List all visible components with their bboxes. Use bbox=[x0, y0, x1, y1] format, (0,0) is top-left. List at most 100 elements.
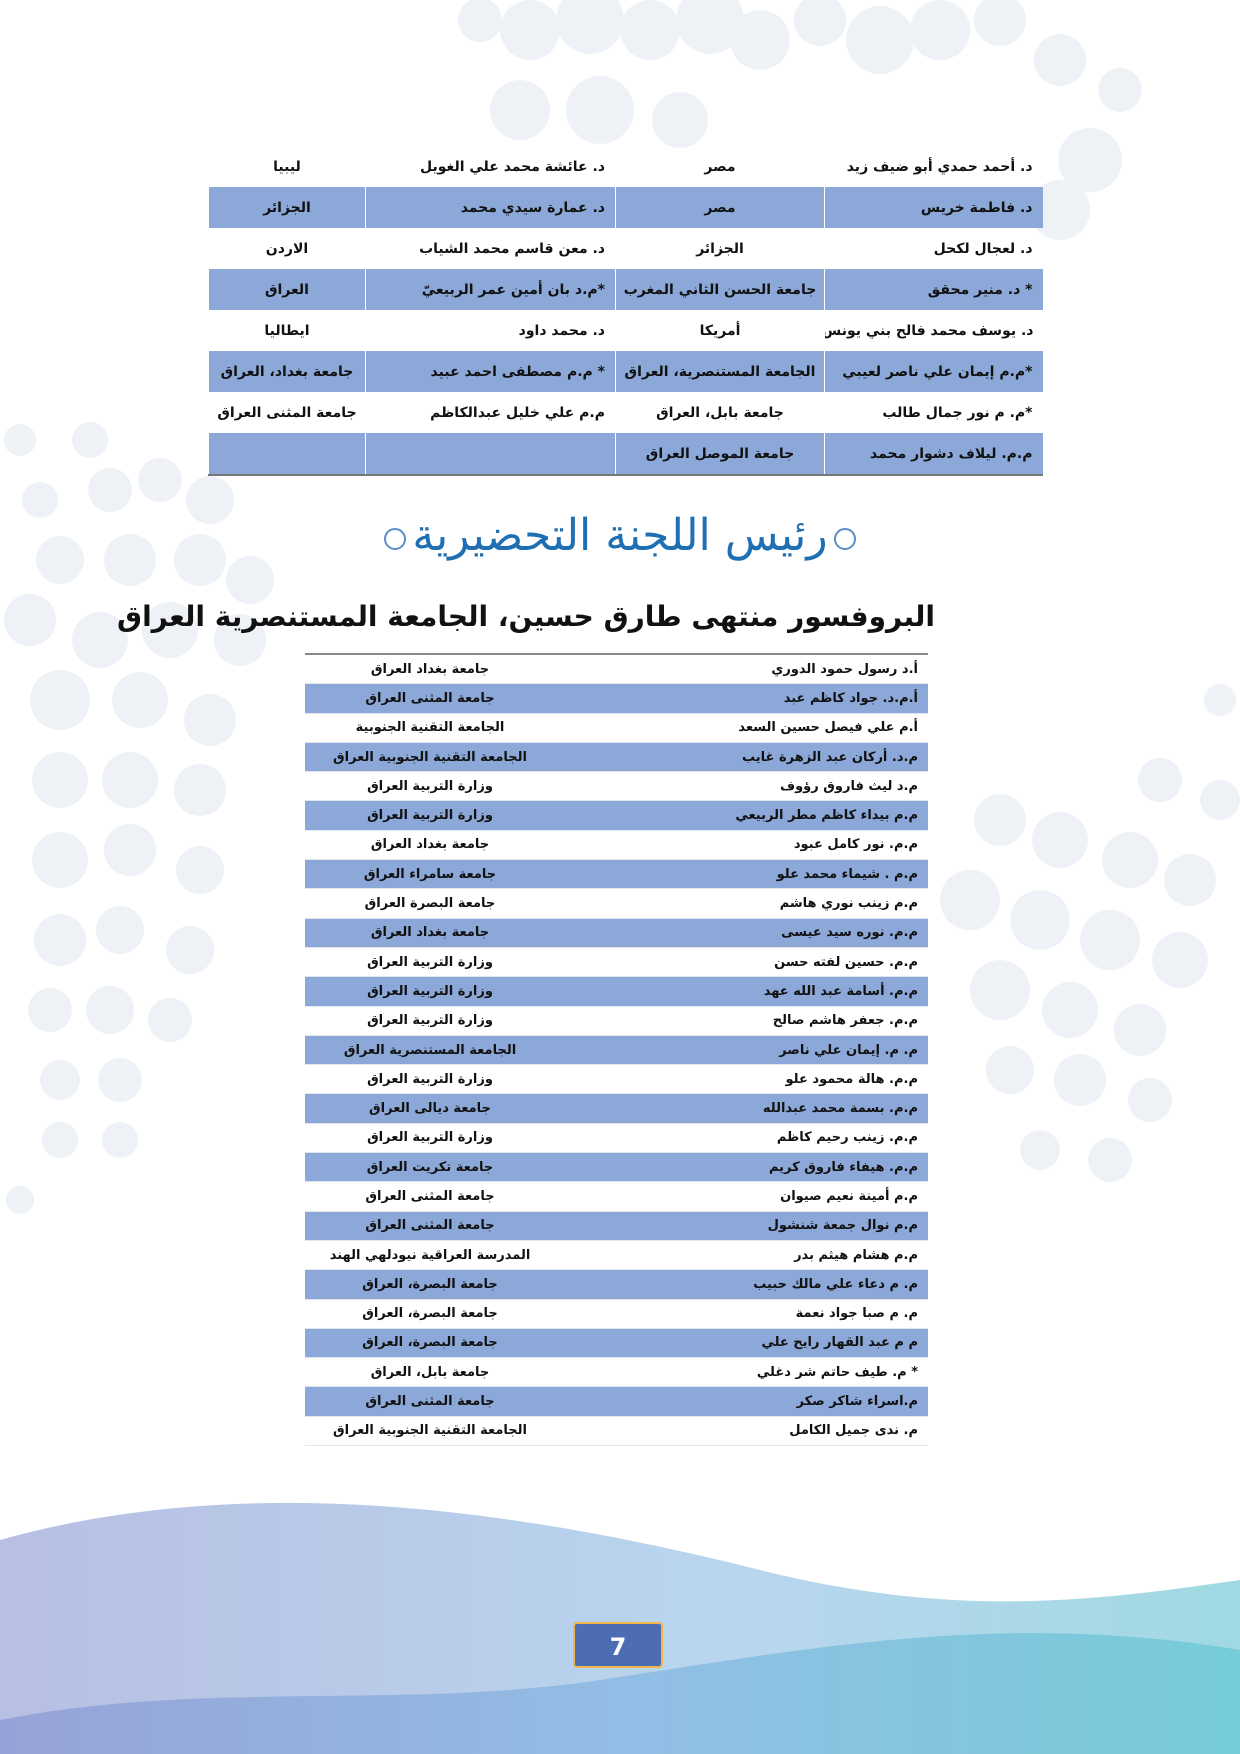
background-dot bbox=[974, 794, 1026, 846]
table-row: م.م. هالة محمود علو وزارة التربية العراق bbox=[305, 1064, 928, 1095]
table-row: م م عبد القهار رايح علي جامعة البصرة، الع… bbox=[305, 1328, 928, 1359]
background-dot bbox=[176, 846, 224, 894]
background-dot bbox=[846, 6, 914, 74]
background-dot bbox=[620, 0, 680, 60]
section-title: رئيس اللجنة التحضيرية bbox=[0, 510, 1240, 561]
background-dot bbox=[500, 0, 560, 60]
table-row: م. م صبا جواد نعمة جامعة البصرة، العراق bbox=[305, 1299, 928, 1329]
member-name: م. م. إيمان علي ناصر bbox=[555, 1035, 928, 1066]
member-name: د. محمد داود bbox=[365, 310, 616, 351]
page-number: 7 bbox=[573, 1622, 663, 1668]
member-affiliation: جامعة البصرة، العراق bbox=[305, 1269, 555, 1300]
seal-icon bbox=[384, 527, 407, 550]
member-name: *م.م إيمان علي ناصر لعيبي bbox=[824, 351, 1043, 392]
table-row: م.م. نوره سيد عيسى جامعة بغداد العراق bbox=[305, 918, 928, 948]
table-row: أ.د رسول حمود الدوري جامعة بغداد العراق bbox=[305, 654, 928, 685]
background-dot bbox=[1020, 1130, 1060, 1170]
member-affiliation: العراق bbox=[208, 269, 366, 310]
member-name: * م.م مصطفى احمد عبيد bbox=[365, 351, 616, 392]
table-row: م.م. حسين لفته حسن وزارة التربية العراق bbox=[305, 947, 928, 978]
member-affiliation: الجامعة المستنصرية العراق bbox=[305, 1035, 555, 1066]
table-row: م. ندى جميل الكامل الجامعة التقنية الجنوب… bbox=[305, 1416, 928, 1447]
member-affiliation: وزارة التربية العراق bbox=[305, 771, 555, 802]
background-dot bbox=[730, 10, 790, 70]
table-row: م.م زينب نوري هاشم جامعة البصرة العراق bbox=[305, 888, 928, 919]
section-title-text: رئيس اللجنة التحضيرية bbox=[412, 510, 828, 561]
background-dot bbox=[1102, 832, 1158, 888]
background-dot bbox=[970, 960, 1030, 1020]
member-name: د. أحمد حمدي أبو ضيف زيد bbox=[824, 146, 1043, 187]
background-dot bbox=[148, 998, 192, 1042]
preparatory-committee-table: أ.د رسول حمود الدوري جامعة بغداد العراق أ.… bbox=[305, 653, 928, 1447]
background-dot bbox=[490, 80, 550, 140]
background-dot bbox=[940, 870, 1000, 930]
background-dot bbox=[214, 614, 266, 666]
background-dot bbox=[36, 536, 84, 584]
background-dot bbox=[174, 764, 226, 816]
background-dot bbox=[30, 670, 90, 730]
background-dot bbox=[986, 1046, 1034, 1094]
table-row: م.م. نور كامل عبود جامعة بغداد العراق bbox=[305, 830, 928, 861]
background-dot bbox=[138, 458, 182, 502]
member-name: م. م صبا جواد نعمة bbox=[555, 1299, 928, 1329]
member-affiliation: الجامعة التقنية الجنوبية العراق bbox=[305, 742, 555, 773]
background-dot bbox=[1200, 780, 1240, 820]
member-affiliation: ليبيا bbox=[208, 146, 366, 187]
member-name: د. يوسف محمد فالح بني يونس bbox=[824, 310, 1043, 351]
member-affiliation: جامعة ديالى العراق bbox=[305, 1093, 555, 1124]
member-affiliation: وزارة التربية العراق bbox=[305, 1123, 555, 1154]
member-name: م.م. ليلاف دشوار محمد bbox=[824, 433, 1043, 475]
table-row: م.اسراء شاكر صكر جامعة المثنى العراق bbox=[305, 1386, 928, 1417]
member-affiliation: جامعة البصرة، العراق bbox=[305, 1328, 555, 1359]
background-dot bbox=[102, 1122, 138, 1158]
member-name: د. عمارة سيدي محمد bbox=[365, 187, 616, 228]
member-affiliation: وزارة التربية العراق bbox=[305, 1064, 555, 1095]
member-name: م.م. هيفاء فاروق كريم bbox=[555, 1152, 928, 1183]
member-affiliation: الجامعة التقنية الجنوبية العراق bbox=[305, 1416, 555, 1447]
member-name: م.م . شيماء محمد علو bbox=[555, 859, 928, 890]
background-dot bbox=[1138, 758, 1182, 802]
member-name: م.د. أركان عبد الزهرة غايب bbox=[555, 742, 928, 773]
member-name: م.م. بسمة محمد عبدالله bbox=[555, 1093, 928, 1124]
background-dot bbox=[1164, 854, 1216, 906]
table-row: د. لعجال لكحل الجزائر د. معن قاسم محمد الش… bbox=[208, 228, 1043, 269]
footer-wave bbox=[0, 1502, 1240, 1754]
member-name: د. لعجال لكحل bbox=[824, 228, 1043, 269]
background-dot bbox=[1032, 812, 1088, 868]
background-dot bbox=[1114, 1004, 1166, 1056]
background-dot bbox=[32, 752, 88, 808]
member-affiliation: وزارة التربية العراق bbox=[305, 947, 555, 978]
table-row: م. م. إيمان علي ناصر الجامعة المستنصرية ا… bbox=[305, 1035, 928, 1066]
member-name: م.م زينب نوري هاشم bbox=[555, 888, 928, 919]
member-affiliation: جامعة بغداد العراق bbox=[305, 918, 555, 948]
member-affiliation: جامعة سامراء العراق bbox=[305, 859, 555, 890]
background-dot bbox=[1034, 34, 1086, 86]
member-affiliation bbox=[208, 433, 366, 475]
background-dot bbox=[458, 0, 502, 42]
member-affiliation: جامعة الحسن الثاني المغرب bbox=[615, 269, 825, 310]
member-affiliation: مصر bbox=[615, 187, 825, 228]
member-name: *م.د بان أمين عمر الربيعيّ bbox=[365, 269, 616, 310]
member-affiliation: جامعة المثنى العراق bbox=[208, 392, 366, 433]
member-affiliation: جامعة المثنى العراق bbox=[305, 683, 555, 714]
background-dot bbox=[910, 0, 970, 60]
table-row: *م.م إيمان علي ناصر لعيبي الجامعة المستنص… bbox=[208, 351, 1043, 392]
member-name: م.م. زينب رحيم كاظم bbox=[555, 1123, 928, 1154]
member-name bbox=[365, 433, 616, 475]
background-dot bbox=[104, 534, 156, 586]
background-dot bbox=[974, 0, 1026, 46]
background-dot bbox=[40, 1060, 80, 1100]
background-dot bbox=[1080, 910, 1140, 970]
member-name: م.د ليث فاروق رؤوف bbox=[555, 771, 928, 802]
member-name: أ.د رسول حمود الدوري bbox=[555, 654, 928, 685]
background-dot bbox=[652, 92, 708, 148]
background-dot bbox=[174, 534, 226, 586]
table-row: د. أحمد حمدي أبو ضيف زيد مصر د. عائشة محمد… bbox=[208, 146, 1043, 187]
background-dot bbox=[42, 1122, 78, 1158]
member-affiliation: جامعة بغداد، العراق bbox=[208, 351, 366, 392]
member-name: م.م. نوره سيد عيسى bbox=[555, 918, 928, 948]
background-dot bbox=[1010, 890, 1070, 950]
background-dot bbox=[4, 424, 36, 456]
member-name: م.م نوال جمعة شنشول bbox=[555, 1211, 928, 1241]
table-row: أ.م علي فيصل حسين السعد الجامعة التقنية ا… bbox=[305, 713, 928, 743]
